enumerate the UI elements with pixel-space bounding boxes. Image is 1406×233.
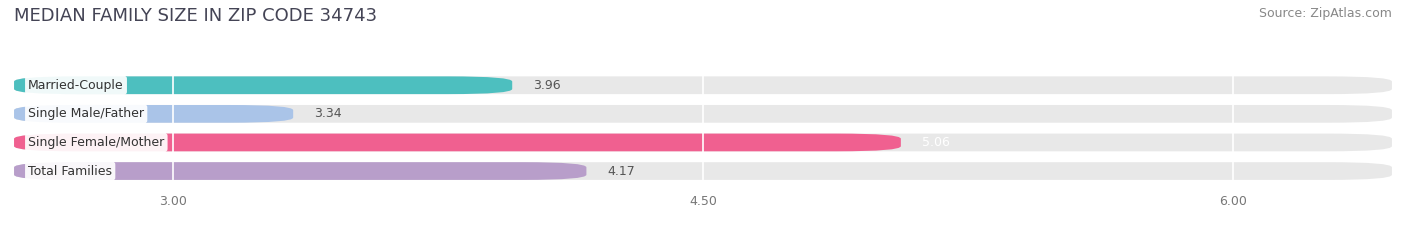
FancyBboxPatch shape <box>14 76 1392 94</box>
Text: 3.34: 3.34 <box>315 107 342 120</box>
Text: 4.17: 4.17 <box>607 164 636 178</box>
FancyBboxPatch shape <box>14 76 512 94</box>
FancyBboxPatch shape <box>14 105 294 123</box>
Text: 5.06: 5.06 <box>922 136 950 149</box>
Text: Single Female/Mother: Single Female/Mother <box>28 136 165 149</box>
Text: MEDIAN FAMILY SIZE IN ZIP CODE 34743: MEDIAN FAMILY SIZE IN ZIP CODE 34743 <box>14 7 377 25</box>
Text: Source: ZipAtlas.com: Source: ZipAtlas.com <box>1258 7 1392 20</box>
Text: Total Families: Total Families <box>28 164 112 178</box>
Text: 3.96: 3.96 <box>533 79 561 92</box>
FancyBboxPatch shape <box>14 134 1392 151</box>
FancyBboxPatch shape <box>14 162 1392 180</box>
FancyBboxPatch shape <box>14 134 901 151</box>
FancyBboxPatch shape <box>14 162 586 180</box>
Text: Single Male/Father: Single Male/Father <box>28 107 145 120</box>
Text: Married-Couple: Married-Couple <box>28 79 124 92</box>
FancyBboxPatch shape <box>14 105 1392 123</box>
